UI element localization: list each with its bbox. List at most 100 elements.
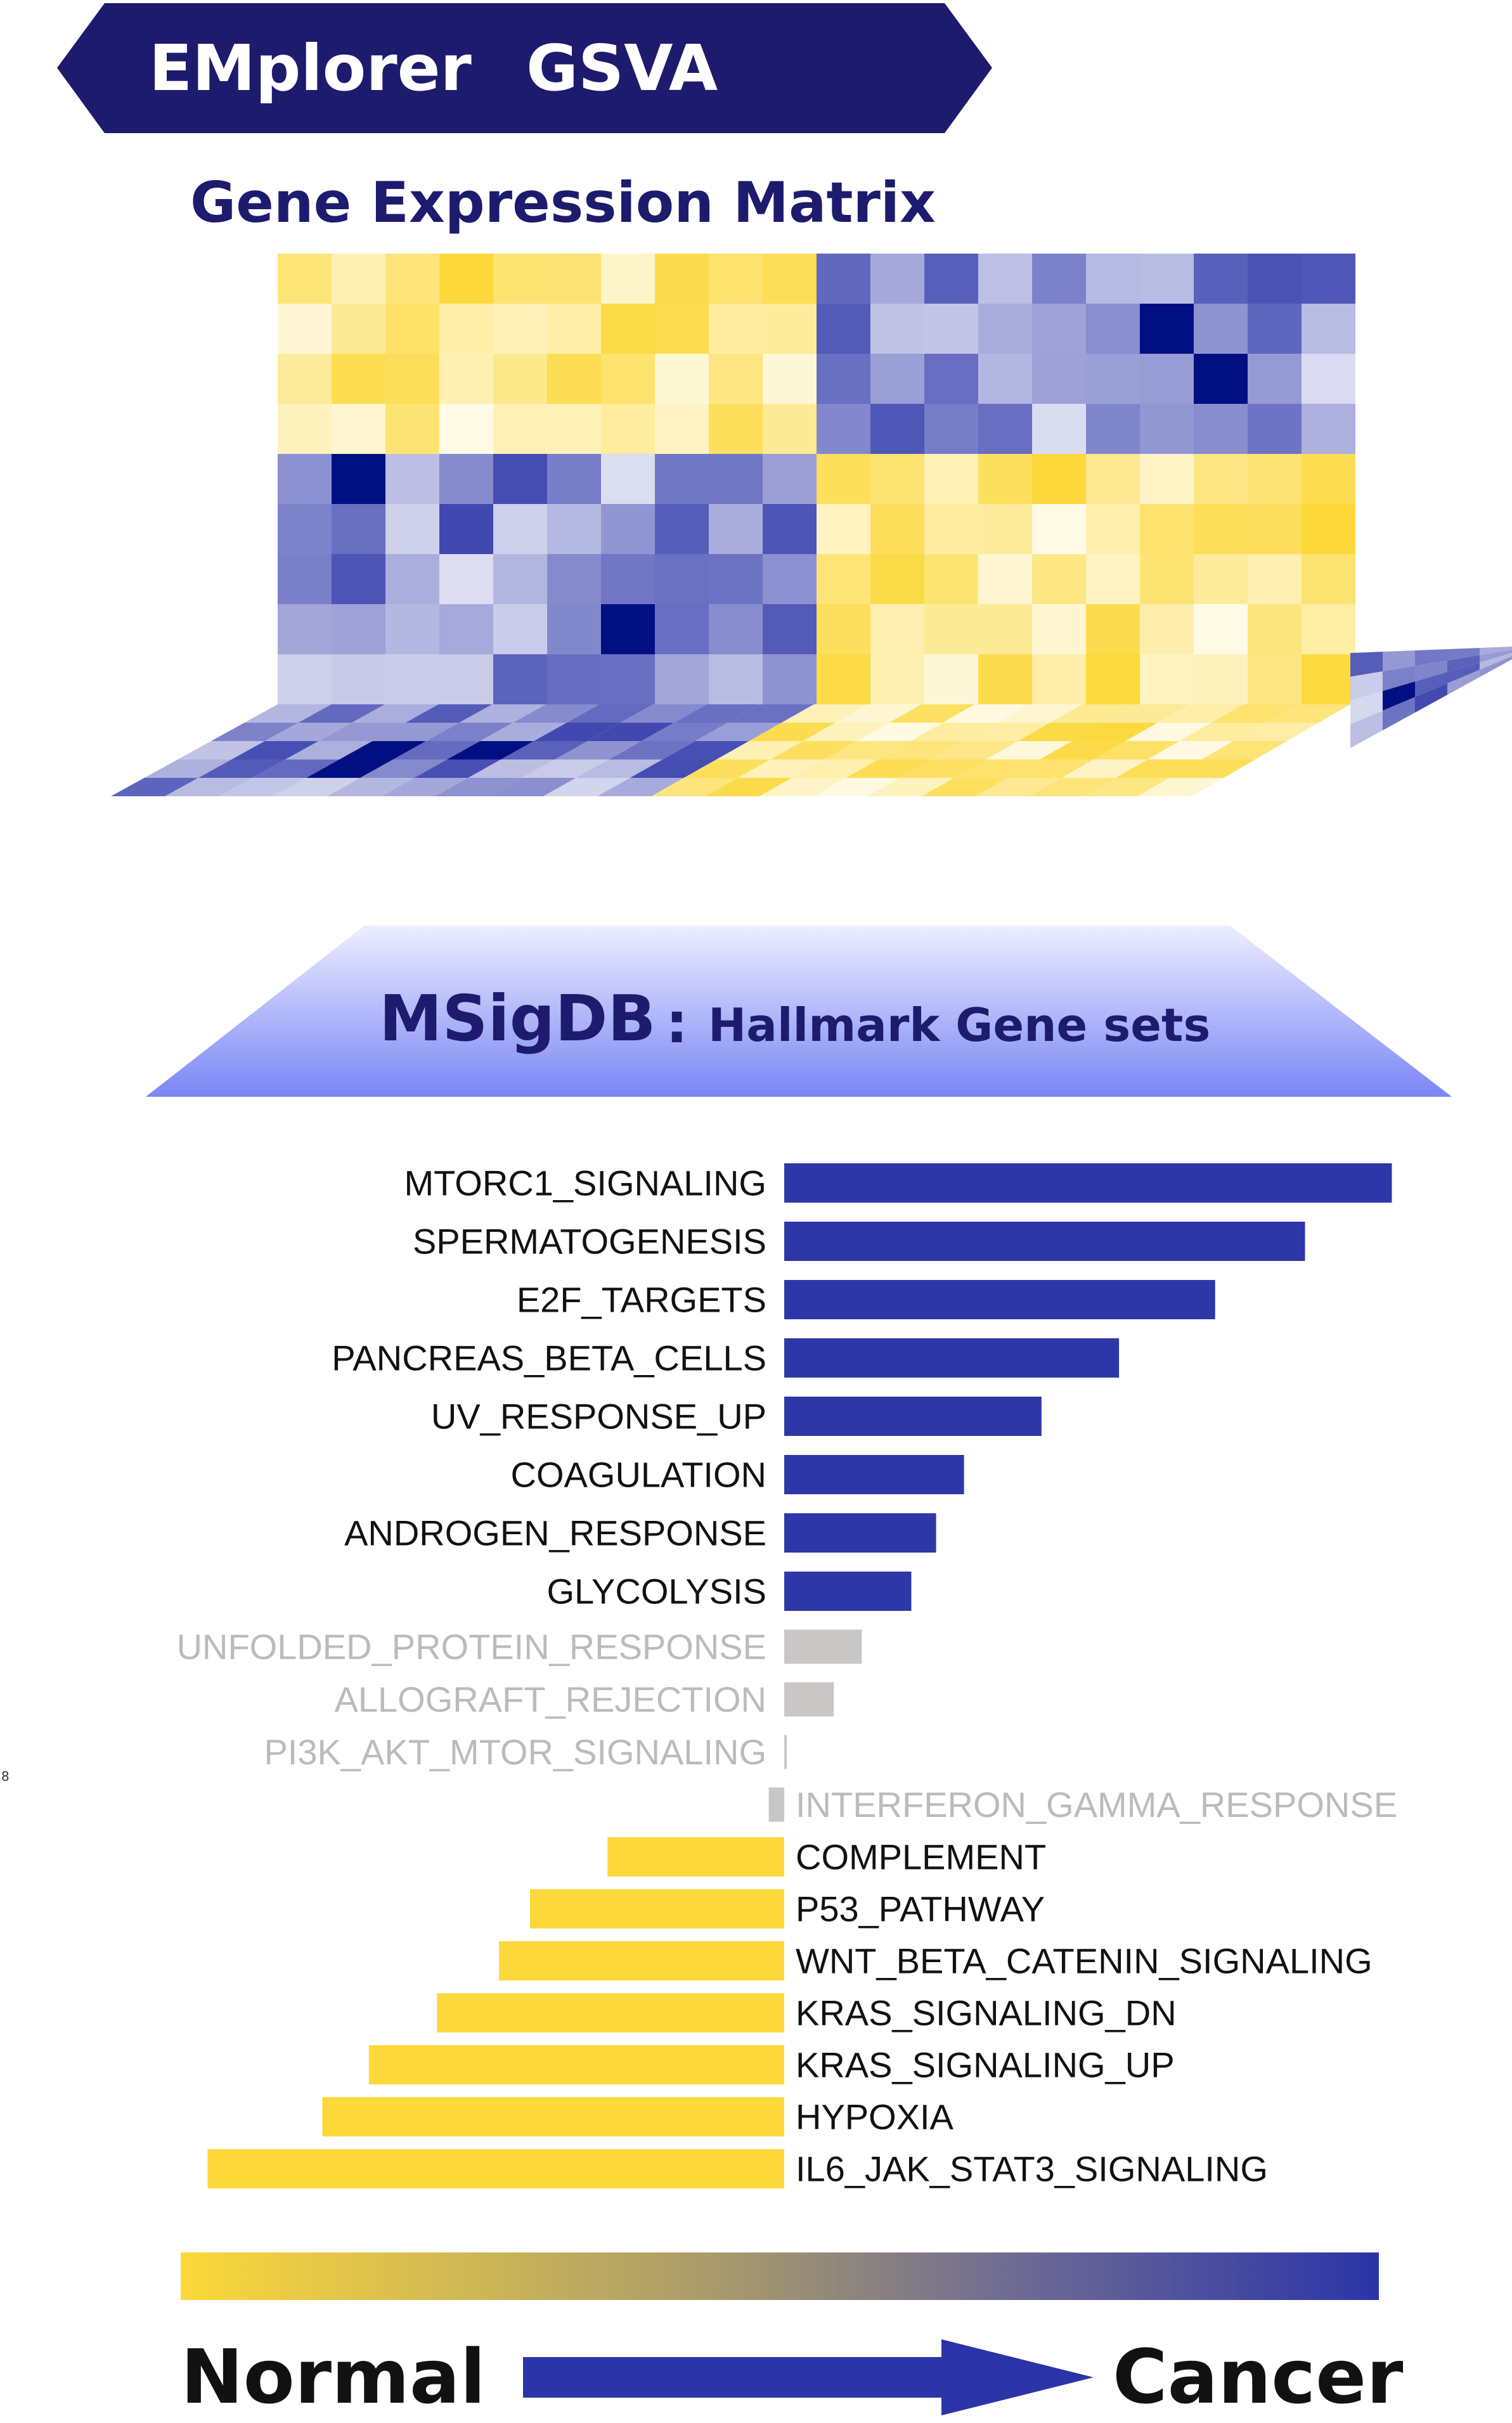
- heatmap-cell: [709, 454, 763, 504]
- title-banner: EMplorer GSVA: [57, 3, 992, 133]
- heatmap-cell: [978, 554, 1032, 604]
- heatmap-cell: [870, 654, 924, 704]
- heatmap-plane-cell: [910, 723, 997, 741]
- bar-interferon-gamma-response: [768, 1787, 784, 1822]
- side-mark: 8: [1, 1769, 10, 1784]
- bar-label: PI3K_AKT_MTOR_SIGNALING: [264, 1732, 766, 1772]
- heatmap-cell: [924, 404, 978, 454]
- heatmap-cell: [978, 504, 1032, 554]
- bar-wnt-beta-catenin-signaling: [499, 1941, 784, 1980]
- heatmap-plane-cell: [351, 704, 439, 723]
- heatmap-cell: [1086, 304, 1140, 354]
- heatmap-side-cell: [1480, 656, 1512, 677]
- bar-label: COAGULATION: [511, 1455, 766, 1495]
- heatmap-cell: [1140, 504, 1194, 554]
- heatmap-cell: [655, 654, 709, 704]
- heatmap-plane-cell: [566, 704, 654, 723]
- heatmap-cell: [1140, 604, 1194, 654]
- heatmap-plane-cell: [889, 704, 975, 723]
- heatmap-plane-cell: [996, 704, 1082, 723]
- heatmap-plane-cell: [111, 778, 198, 796]
- heatmap-graphic: [111, 254, 1512, 796]
- heatmap-cell: [924, 254, 978, 304]
- heatmap-cell: [493, 304, 547, 354]
- heatmap-plane-cell: [964, 723, 1050, 741]
- heatmap-cell: [385, 404, 439, 454]
- heatmap-cell: [763, 654, 817, 704]
- heatmap-cell: [1194, 304, 1248, 354]
- heatmap-cell: [1248, 304, 1302, 354]
- heatmap-cell: [332, 254, 385, 304]
- bar-e2f-targets: [784, 1280, 1215, 1319]
- app-module-name: GSVA: [526, 31, 718, 105]
- heatmap-cell: [817, 454, 870, 504]
- heatmap-cell: [1086, 604, 1140, 654]
- heatmap-plane-cell: [244, 704, 332, 723]
- heatmap-cell: [763, 354, 817, 404]
- heatmap-cell: [709, 304, 763, 354]
- heatmap-side-cell: [1480, 647, 1512, 656]
- heatmap-plane-cell: [770, 741, 857, 759]
- heatmap-cell: [1086, 554, 1140, 604]
- heatmap-plane-cell: [426, 723, 514, 741]
- bar-label: MTORC1_SIGNALING: [404, 1163, 766, 1203]
- heatmap-plane-cell: [435, 778, 522, 796]
- heatmap-cell: [763, 604, 817, 654]
- heatmap-cell: [601, 554, 655, 604]
- bar-kras-signaling-up: [368, 2045, 784, 2084]
- heatmap-cell: [1248, 554, 1302, 604]
- heatmap-cell: [332, 504, 385, 554]
- heatmap-cell: [1140, 654, 1194, 704]
- heatmap-cell: [1302, 304, 1355, 354]
- heatmap-cell: [1302, 554, 1355, 604]
- heatmap-plane-cell: [813, 778, 900, 796]
- heatmap-cell: [1248, 504, 1302, 554]
- bar-label: ANDROGEN_RESPONSE: [344, 1513, 766, 1553]
- heatmap-cell: [655, 304, 709, 354]
- heatmap-plane-cell: [835, 704, 922, 723]
- heatmap-plane-cell: [165, 778, 252, 796]
- heatmap-cell: [1302, 354, 1355, 404]
- heatmap-side-cell: [1383, 650, 1415, 671]
- heatmap-cell: [493, 354, 547, 404]
- heatmap-cell: [332, 454, 385, 504]
- heatmap-cell: [924, 354, 978, 404]
- heatmap-cell: [1194, 254, 1248, 304]
- heatmap-cell: [493, 554, 547, 604]
- heatmap-plane-cell: [630, 759, 717, 778]
- heatmap-plane-cell: [264, 723, 352, 741]
- heatmap-plane-cell: [393, 741, 481, 759]
- database-name: MSigDB: [379, 981, 656, 1056]
- bar-label: P53_PATHWAY: [796, 1889, 1045, 1929]
- heatmap-cell: [547, 554, 601, 604]
- heatmap-cell: [1086, 404, 1140, 454]
- heatmap-cell: [1302, 254, 1355, 304]
- heatmap-cell: [763, 404, 817, 454]
- heatmap-plane-cell: [372, 723, 460, 741]
- bar-label: KRAS_SIGNALING_UP: [796, 2045, 1175, 2085]
- heatmap-side-cell: [1350, 652, 1383, 677]
- heatmap-cell: [1248, 404, 1302, 454]
- heatmap-plane-cell: [695, 723, 782, 741]
- heatmap-cell: [1140, 554, 1194, 604]
- heatmap-plane-cell: [749, 723, 836, 741]
- heatmap-plane-cell: [1179, 723, 1265, 741]
- heatmap-plane-cell: [986, 741, 1072, 759]
- heatmap-plane-cell: [846, 759, 933, 778]
- heatmap-plane-cell: [306, 759, 394, 778]
- heatmap-cell: [870, 254, 924, 304]
- heatmap-plane-cell: [1157, 704, 1243, 723]
- heatmap-plane-cell: [976, 778, 1062, 796]
- bar-label: UNFOLDED_PROTEIN_RESPONSE: [177, 1627, 766, 1667]
- bar-mtorc1-signaling: [784, 1163, 1392, 1203]
- database-separator: :: [666, 990, 688, 1056]
- heatmap-cell: [278, 404, 332, 454]
- bar-allograft-rejection: [784, 1682, 834, 1717]
- heatmap-cell: [1302, 454, 1355, 504]
- heatmap-plane-cell: [1233, 723, 1319, 741]
- heatmap-plane-cell: [942, 704, 1029, 723]
- heatmap-cell: [493, 604, 547, 654]
- heatmap-cell: [439, 404, 493, 454]
- heatmap-plane-cell: [405, 704, 493, 723]
- heatmap-cell: [332, 354, 385, 404]
